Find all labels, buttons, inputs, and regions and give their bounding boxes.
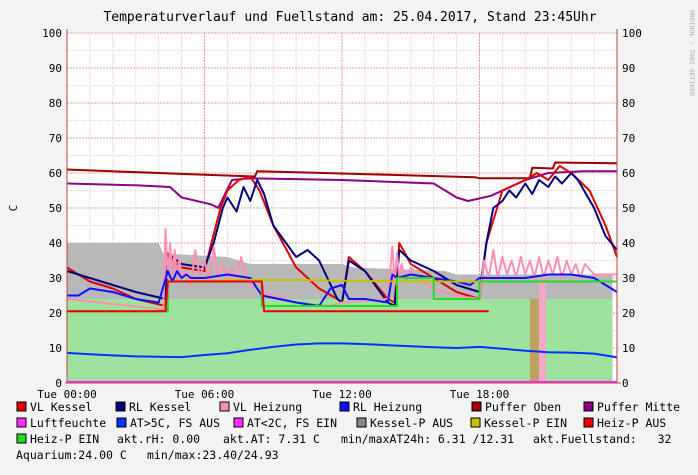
legend-label: Kessel-P AUS: [370, 416, 453, 430]
y-tick-label-right: 40: [622, 237, 635, 250]
legend-swatch: [115, 401, 126, 412]
legend-label: Luftfeuchte: [30, 416, 106, 430]
legend-swatch: [471, 401, 482, 412]
y-tick-label-right: 70: [622, 132, 635, 145]
rrdtool-watermark: RRDTOOL / TOBI OETIKER: [688, 10, 696, 96]
status-aquarium: Aquarium:24.00 C: [16, 448, 127, 462]
status-minmax-at: min/maxAT24h: 6.31 /12.31: [341, 432, 514, 446]
status-rh: akt.rH: 0.00: [117, 432, 200, 446]
status-at: akt.AT: 7.31 C: [223, 432, 320, 446]
x-tick-label: Tue 06:00: [175, 388, 235, 401]
x-tick-label: Tue 00:00: [37, 388, 97, 401]
legend-swatch: [16, 433, 27, 444]
status-line: akt.rH: 0.00 akt.AT: 7.31 C min/maxAT24h…: [16, 432, 671, 462]
x-tick-label: Tue 12:00: [312, 388, 372, 401]
status-fuellstand: akt.Fuellstand: 32: [533, 432, 671, 446]
legend: VL Kessel RL Kessel VL Heizung RL Heizung Pu…: [16, 400, 680, 446]
y-tick-label: 30: [49, 272, 62, 285]
y-tick-label-right: 80: [622, 97, 635, 110]
y-tick-label-right: 20: [622, 307, 635, 320]
y-tick-label: 100: [42, 27, 62, 40]
y-tick-label-right: 100: [622, 27, 642, 40]
y-tick-label: 80: [49, 97, 62, 110]
series-puffer-oben: [66, 161, 618, 180]
y-axis-label: C: [7, 205, 20, 212]
legend-label: RL Heizung: [353, 400, 422, 414]
legend-label: VL Kessel: [30, 400, 92, 414]
legend-swatch: [470, 417, 481, 428]
legend-label: Puffer Mitte: [597, 400, 680, 414]
legend-label: RL Kessel: [129, 400, 191, 414]
status-aquarium-minmax: min/max:23.40/24.93: [147, 448, 279, 462]
y-tick-label: 60: [49, 167, 62, 180]
legend-label: AT>5C, FS AUS: [130, 416, 220, 430]
legend-swatch: [116, 417, 127, 428]
y-tick-label-right: 60: [622, 167, 635, 180]
chart-lines: [66, 161, 618, 383]
y-tick-label: 70: [49, 132, 62, 145]
axes: 0 0 10 10 20 20 30 30 40 40 50 50 60 60 70 70 80 80 90 90 10…: [37, 27, 642, 401]
y-tick-label-right: 30: [622, 272, 635, 285]
y-tick-label: 40: [49, 237, 62, 250]
legend-label: VL Heizung: [233, 400, 302, 414]
x-tick-label: Tue 18:00: [450, 388, 510, 401]
area-heiz-p-ein: [67, 299, 613, 383]
legend-label: Puffer Oben: [485, 400, 561, 414]
y-tick-label: 20: [49, 307, 62, 320]
legend-label: Heiz-P EIN: [30, 432, 99, 446]
legend-swatch: [233, 417, 244, 428]
legend-swatch: [219, 401, 230, 412]
chart-title: Temperaturverlauf und Fuellstand am: 25.…: [103, 10, 596, 25]
legend-label: Kessel-P EIN: [484, 416, 567, 430]
y-tick-label-right: 90: [622, 62, 635, 75]
y-tick-label: 10: [49, 342, 62, 355]
legend-label: AT<2C, FS EIN: [247, 416, 337, 430]
y-tick-label: 50: [49, 202, 62, 215]
series-rl-kessel: [66, 172, 618, 307]
series-heiz-p-aus: [67, 280, 489, 313]
legend-swatch: [583, 401, 594, 412]
y-tick-label-right: 0: [622, 377, 629, 390]
legend-swatch: [16, 401, 27, 412]
legend-swatch: [339, 401, 350, 412]
legend-label: Heiz-P AUS: [597, 416, 666, 430]
y-tick-label-right: 10: [622, 342, 635, 355]
y-tick-label-right: 50: [622, 202, 635, 215]
y-tick-label: 90: [49, 62, 62, 75]
series-rl-heizung: [67, 270, 618, 307]
legend-swatch: [583, 417, 594, 428]
y-tick-label: 0: [55, 377, 62, 390]
legend-swatch: [356, 417, 367, 428]
series-at-5c-fs-aus: [66, 342, 618, 359]
band: [529, 299, 540, 383]
legend-swatch: [16, 417, 27, 428]
band: [539, 281, 546, 383]
